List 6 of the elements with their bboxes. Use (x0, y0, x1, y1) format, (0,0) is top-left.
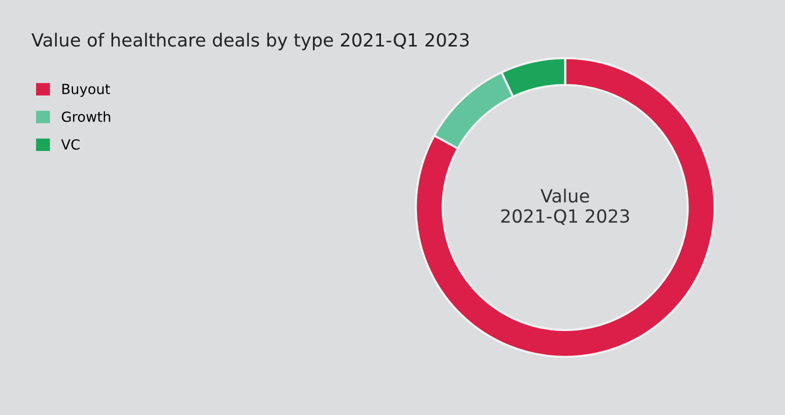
text: Value 2021-Q1 2023 (501, 188, 630, 225)
donut-slice (414, 57, 716, 358)
legend-label: VC (61, 139, 80, 150)
legend-label: Buyout (62, 84, 110, 97)
chart-title: Value of healthcare deals by type 2021-Q1 2023 (32, 32, 469, 50)
legend-label: Growth (62, 111, 110, 122)
